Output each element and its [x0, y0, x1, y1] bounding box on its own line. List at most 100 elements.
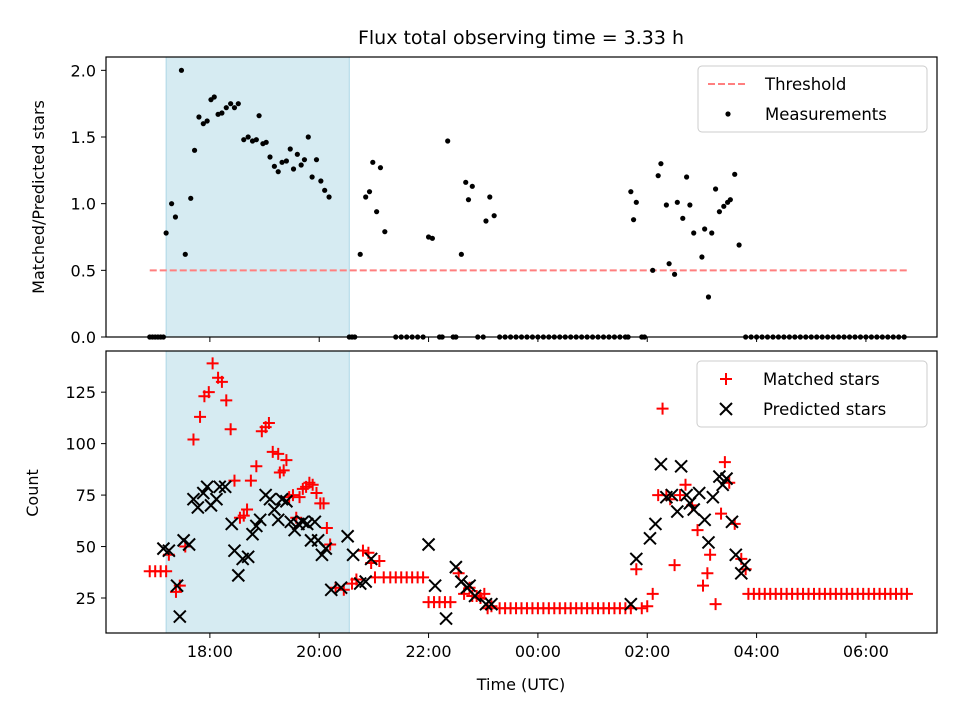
legend-predicted-swatch [719, 402, 733, 416]
matched-star-point [241, 503, 254, 516]
measurement-point [256, 113, 262, 119]
x-tick-label: 06:00 [843, 642, 889, 661]
bottom-y-ticks: 25 50 75 100 125 [65, 383, 106, 608]
matched-star-point [272, 447, 285, 460]
measurement-point [702, 226, 708, 232]
predicted-star-point [267, 502, 282, 517]
predicted-star-point [629, 552, 644, 566]
y-tick-label: 100 [65, 435, 96, 454]
predicted-star-point [162, 543, 176, 558]
predicted-star-point [213, 480, 227, 494]
matched-star-point [286, 489, 299, 502]
predicted-star-point [462, 578, 477, 593]
bottom-legend: Matched stars Predicted stars [696, 360, 928, 428]
matched-star-point [701, 567, 714, 580]
measurement-point [445, 138, 451, 144]
predicted-star-point [734, 566, 748, 581]
predicted-star-point [253, 513, 267, 527]
matched-star-point [630, 563, 643, 576]
predicted-star-point [231, 568, 246, 583]
measurement-point [309, 174, 315, 180]
matched-star-point [463, 581, 476, 594]
predicted-star-point [271, 513, 285, 527]
measurement-point [188, 195, 194, 201]
measurement-point [382, 229, 388, 235]
matched-star-point [679, 478, 692, 491]
measurement-point [491, 213, 497, 219]
measurement-point [318, 178, 324, 184]
predicted-star-point [275, 492, 289, 506]
measurement-point [301, 157, 308, 163]
measurement-point [163, 230, 169, 236]
matched-star-point [237, 509, 250, 522]
predicted-star-point [643, 531, 657, 546]
matched-star-point [250, 460, 263, 473]
matched-star-point [194, 410, 207, 423]
predicted-star-point [364, 552, 378, 566]
predicted-star-point [697, 513, 712, 527]
predicted-star-point [241, 550, 255, 564]
measurement-point [172, 214, 179, 220]
predicted-star-point [674, 459, 688, 473]
measurement-point [691, 230, 697, 236]
measurement-point [680, 215, 686, 221]
matched-star-point [317, 497, 330, 510]
matched-star-point [356, 544, 369, 557]
measurement-point [200, 121, 206, 127]
predicted-star-point [624, 597, 638, 611]
y-tick-label: 1.5 [71, 128, 96, 147]
matched-star-point [306, 478, 319, 491]
legend-matched-swatch [720, 373, 732, 385]
measurement-point [326, 194, 332, 200]
measurement-point [469, 183, 475, 189]
measurement-point [253, 137, 259, 143]
predicted-star-point [715, 478, 730, 492]
measurement-point [211, 94, 217, 100]
matched-star-point [220, 394, 233, 407]
measurement-point [671, 271, 678, 277]
matched-star-point [641, 600, 654, 613]
legend-predicted-label: Predicted stars [763, 400, 886, 419]
measurement-point [483, 218, 489, 224]
measurement-point [219, 110, 225, 116]
predicted-star-point [300, 517, 314, 531]
top-legend: Threshold Measurements [697, 65, 928, 133]
predicted-star-point [706, 490, 720, 504]
y-tick-label: 0.0 [71, 328, 96, 347]
predicted-star-point [173, 609, 187, 624]
matched-star-point [373, 554, 386, 567]
measurement-point [628, 189, 634, 195]
matched-star-point [244, 474, 257, 487]
y-tick-label: 125 [65, 383, 96, 402]
measurement-point [699, 254, 705, 260]
top-shaded-region [165, 56, 350, 338]
measurement-point [267, 154, 273, 160]
measurement-point [235, 101, 241, 107]
measurement-point [357, 251, 363, 257]
bottom-y-axis-label: Count [23, 469, 42, 517]
measurement-point [684, 174, 690, 180]
predicted-star-point [279, 494, 294, 508]
predicted-star-point [737, 558, 752, 572]
measurement-point [263, 139, 269, 145]
predicted-star-point [263, 492, 277, 506]
matched-star-point [187, 433, 200, 446]
measurement-point [716, 209, 723, 215]
matched-star-point [277, 464, 290, 477]
matched-star-point [262, 417, 275, 430]
measurement-point [687, 202, 693, 208]
predicted-star-point [687, 502, 701, 517]
measurement-point [666, 261, 672, 267]
x-tick-label: 04:00 [734, 642, 780, 661]
top-y-ticks: 0.0 0.5 1.0 1.5 2.0 [71, 61, 106, 347]
y-tick-label: 50 [76, 538, 96, 557]
measurement-point [279, 159, 285, 165]
measurement-point [245, 134, 251, 140]
measurement-point [630, 217, 637, 223]
measurement-point [275, 169, 281, 175]
legend-measurements-label: Measurements [765, 105, 887, 124]
matched-star-point [293, 491, 306, 504]
matched-star-point [709, 598, 722, 611]
legend-threshold-label: Threshold [764, 75, 846, 94]
predicted-star-point [729, 548, 743, 562]
